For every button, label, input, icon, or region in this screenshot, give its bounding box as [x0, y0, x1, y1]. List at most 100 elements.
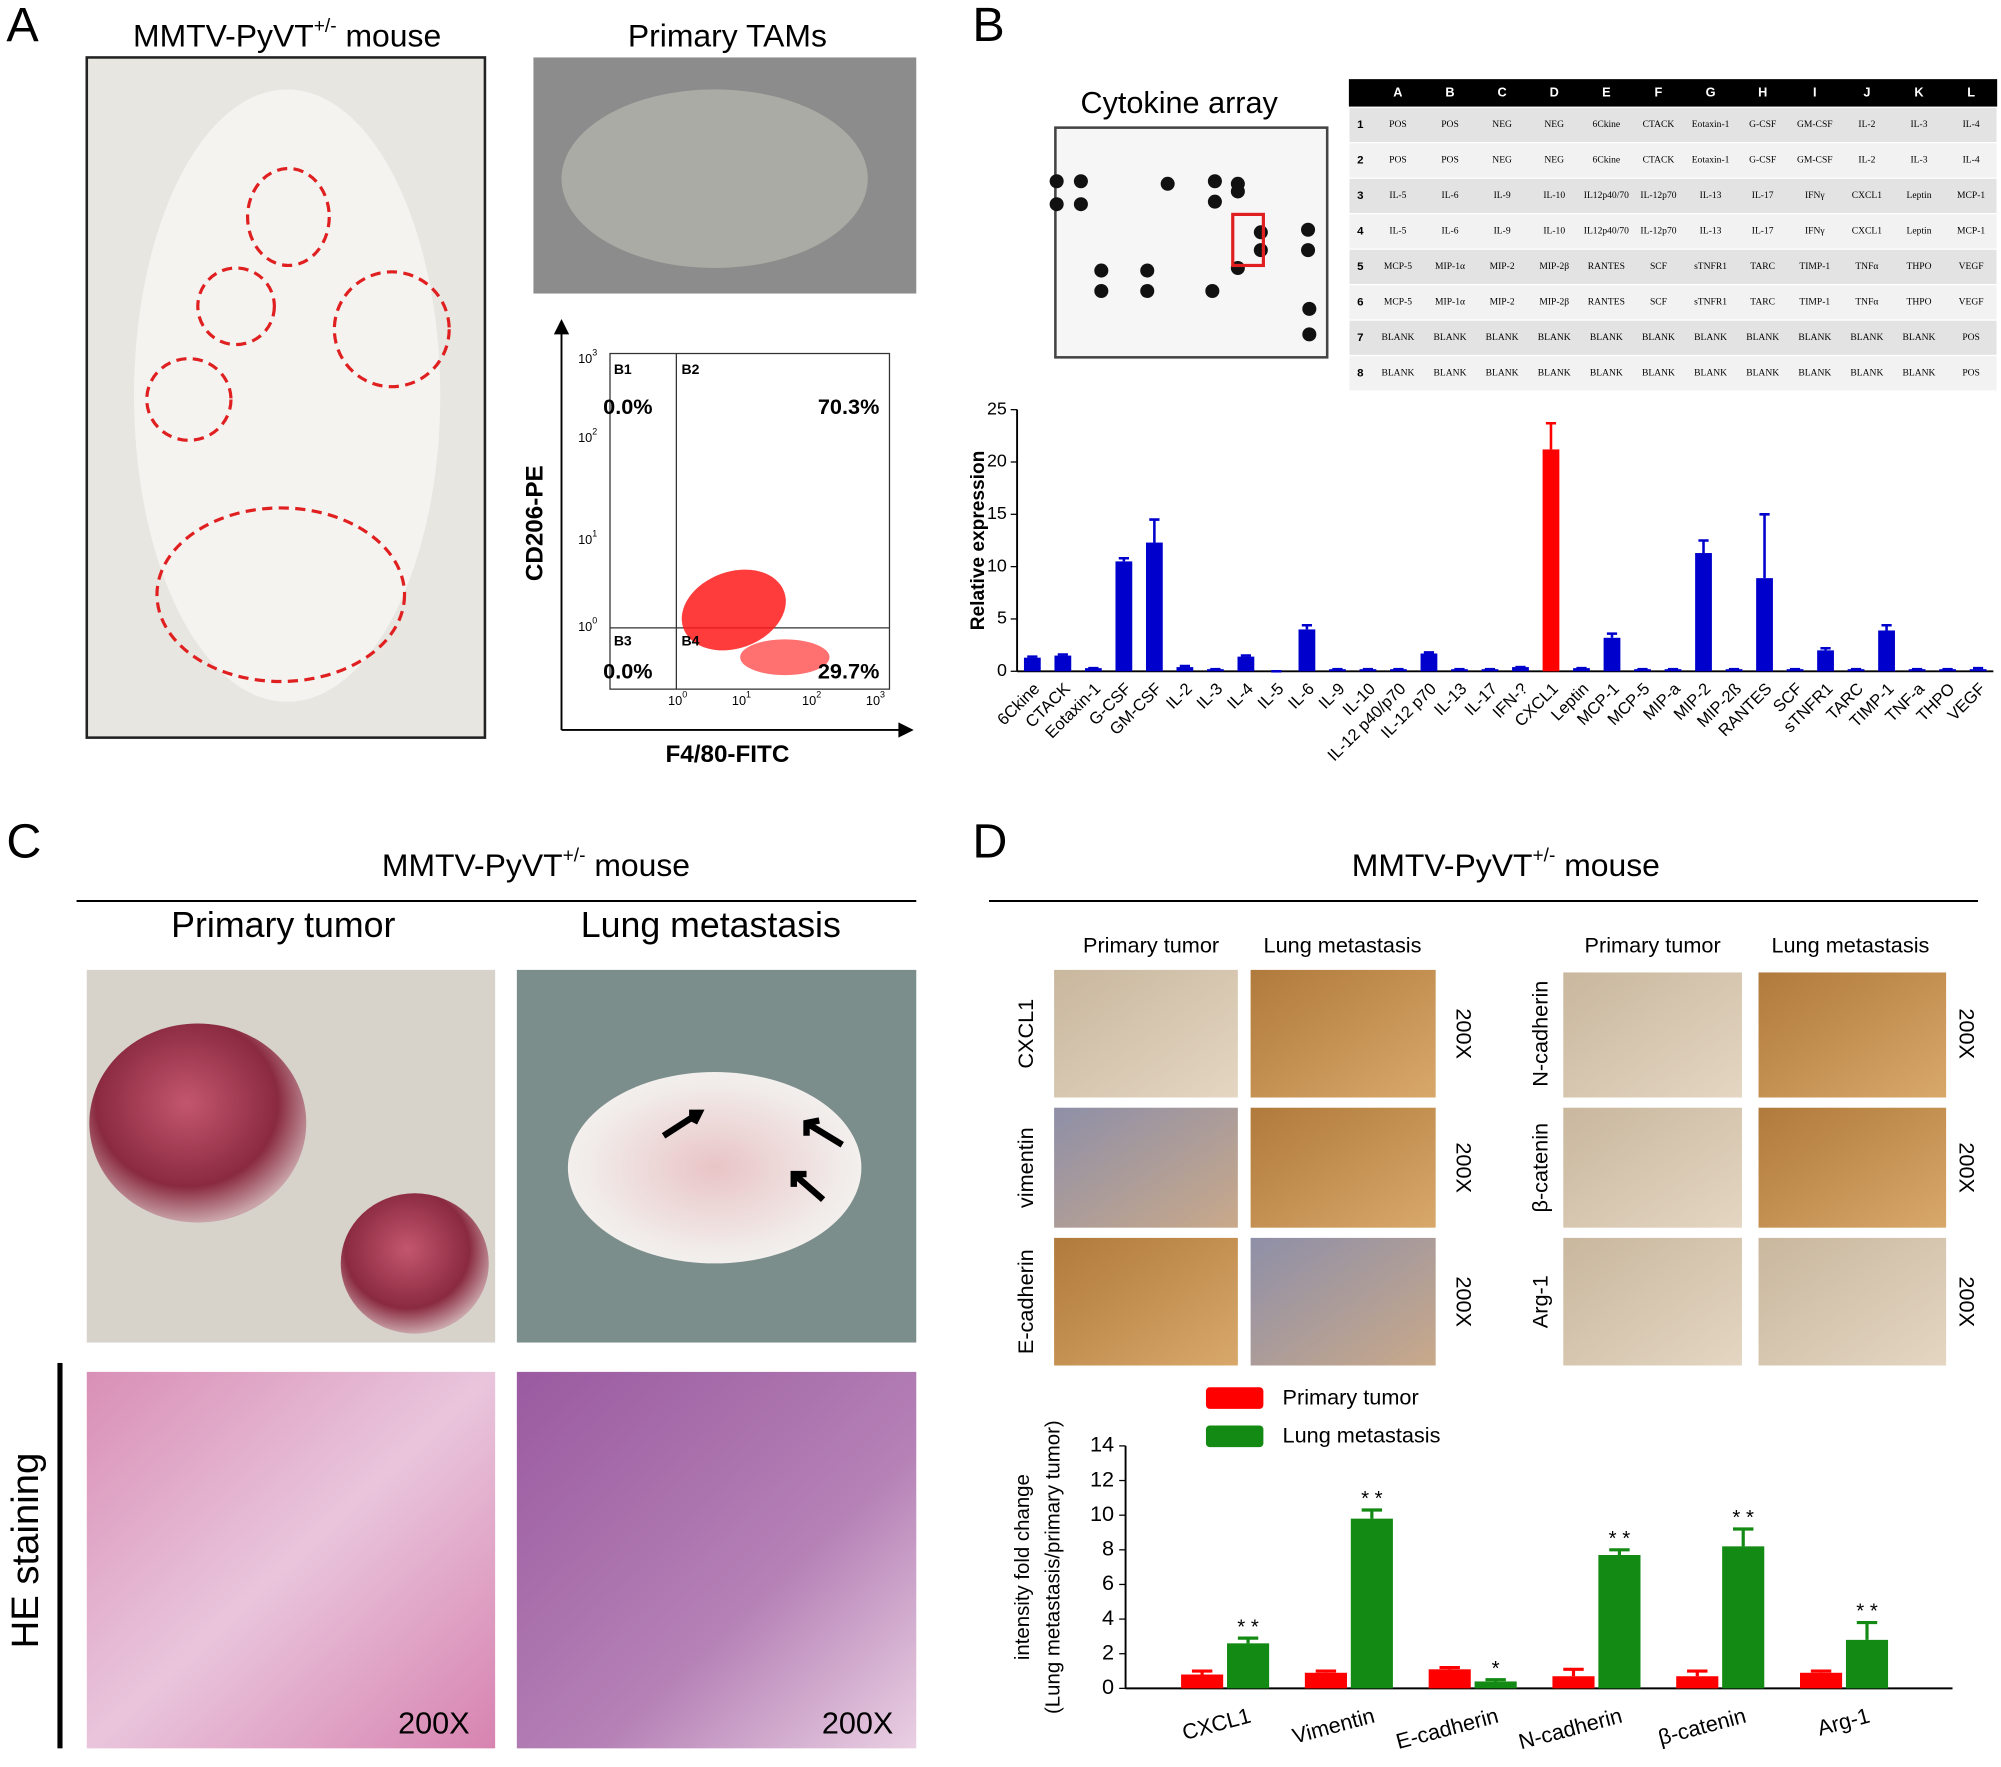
table-cell: Eotaxin-1 — [1692, 155, 1730, 166]
bar — [1115, 561, 1133, 672]
y-axis-label: Relative expression — [968, 451, 989, 631]
row-label: vimentin — [1013, 1127, 1038, 1208]
row-label: β-catenin — [1527, 1123, 1552, 1213]
magnification: 200X — [398, 1706, 470, 1740]
tick-exp: 2 — [816, 690, 821, 700]
bar — [1676, 1676, 1719, 1689]
tumor-outline — [245, 166, 331, 268]
bar — [1176, 667, 1194, 672]
table-cell: BLANK — [1642, 332, 1675, 343]
quadrant-value: 29.7% — [818, 658, 879, 683]
column-title: Lung metastasis — [1771, 933, 1929, 958]
table-cell: BLANK — [1538, 367, 1571, 378]
row-number: 3 — [1357, 190, 1363, 202]
table-row — [1348, 283, 1998, 321]
array-spot — [1094, 283, 1109, 299]
array-spot — [1302, 327, 1317, 342]
table-cell: IL-5 — [1389, 226, 1406, 237]
table-cell: MIP-2 — [1490, 297, 1515, 308]
magnification: 200X — [1452, 1008, 1477, 1059]
y-axis-label: (Lung metastasis/primary tumor) — [1042, 1420, 1064, 1714]
error-bar — [1179, 664, 1190, 668]
tick-base: 10 — [802, 693, 816, 708]
x-tick-label: Vimentin — [1290, 1703, 1378, 1749]
y-tick-label: 103 — [578, 348, 597, 366]
table-cell: TARC — [1750, 261, 1775, 272]
column-header: B — [1445, 85, 1454, 100]
array-spot — [1160, 176, 1175, 191]
y-tick-label: 100 — [578, 616, 597, 634]
table-cell: BLANK — [1746, 367, 1779, 378]
table-cell: IL-2 — [1858, 119, 1875, 130]
tick-exp: 0 — [592, 616, 597, 626]
table-cell: IL-3 — [1911, 155, 1928, 166]
tick-exp: 1 — [592, 529, 597, 539]
table-cell: MIP-1α — [1435, 261, 1465, 272]
title-main: MMTV-PyVT — [1352, 847, 1533, 883]
quadrant-name: B3 — [614, 633, 632, 649]
ihc-photo — [1054, 1237, 1238, 1366]
error-bar — [1191, 1669, 1213, 1675]
table-cell: Leptin — [1907, 190, 1932, 201]
column-header: F — [1655, 85, 1663, 100]
table-cell: IL-5 — [1389, 190, 1406, 201]
column-header: D — [1550, 85, 1559, 100]
legend-swatch — [1205, 1425, 1264, 1448]
table-cell: BLANK — [1642, 367, 1675, 378]
error-bar — [1881, 623, 1892, 631]
quadrant-name: B4 — [681, 633, 699, 649]
table-cell: MIP-2β — [1539, 297, 1569, 308]
table-cell: Eotaxin-1 — [1692, 119, 1730, 130]
y-tick-label: 6 — [1102, 1570, 1114, 1595]
significance: * * — [1732, 1507, 1754, 1529]
y-tick-label: 12 — [1090, 1466, 1114, 1491]
quadrant-value: 0.0% — [603, 394, 652, 419]
table-cell: BLANK — [1798, 332, 1831, 343]
x-tick-label: 102 — [802, 690, 821, 708]
lung — [567, 1071, 862, 1264]
error-bar — [1485, 1678, 1506, 1682]
table-cell: BLANK — [1590, 332, 1623, 343]
table-cell: IL-13 — [1700, 190, 1722, 201]
flow-events — [681, 569, 786, 651]
table-cell: IL-12p70 — [1640, 190, 1676, 201]
table-cell: G-CSF — [1749, 155, 1776, 166]
table-cell: BLANK — [1850, 332, 1883, 343]
column-header: J — [1863, 85, 1870, 100]
row-label: CXCL1 — [1013, 999, 1038, 1069]
table-cell: SCF — [1650, 297, 1667, 308]
table-cell: IL-12p70 — [1640, 226, 1676, 237]
row-label: HE staining — [4, 1453, 47, 1649]
bar — [1298, 629, 1316, 672]
array-spot — [1205, 283, 1220, 299]
y-tick-label: 4 — [1102, 1605, 1114, 1630]
panel-label: D — [972, 815, 1007, 869]
error-bar — [1810, 1669, 1832, 1673]
tick-exp: 0 — [682, 690, 687, 700]
bar — [1845, 1639, 1889, 1689]
quadrant-value: 0.0% — [603, 658, 652, 683]
table-cell: BLANK — [1798, 367, 1831, 378]
y-tick-label: 10 — [1090, 1501, 1114, 1526]
row-label: N-cadherin — [1527, 981, 1552, 1087]
y-tick-label: 2 — [1102, 1639, 1114, 1664]
table-cell: MCP-1 — [1957, 226, 1985, 237]
bar — [1181, 1674, 1224, 1689]
table-cell: G-CSF — [1749, 119, 1776, 130]
tick-exp: 3 — [592, 348, 597, 358]
title-sup: +/- — [314, 16, 337, 37]
table-cell: TNFα — [1855, 261, 1878, 272]
error-bar — [1563, 1667, 1584, 1677]
tumor-outline — [196, 266, 276, 347]
bar — [1817, 650, 1834, 672]
array-spot — [1301, 243, 1316, 258]
array-spot — [1073, 174, 1088, 189]
title-rest: mouse — [337, 18, 442, 54]
table-row — [1348, 319, 1998, 357]
bar — [1145, 542, 1163, 672]
magnification: 200X — [1955, 1276, 1980, 1327]
bar — [1552, 1676, 1595, 1689]
panel-title: Primary TAMs — [628, 18, 827, 54]
table-cell: CTACK — [1643, 155, 1675, 166]
significance: * — [1492, 1658, 1500, 1680]
